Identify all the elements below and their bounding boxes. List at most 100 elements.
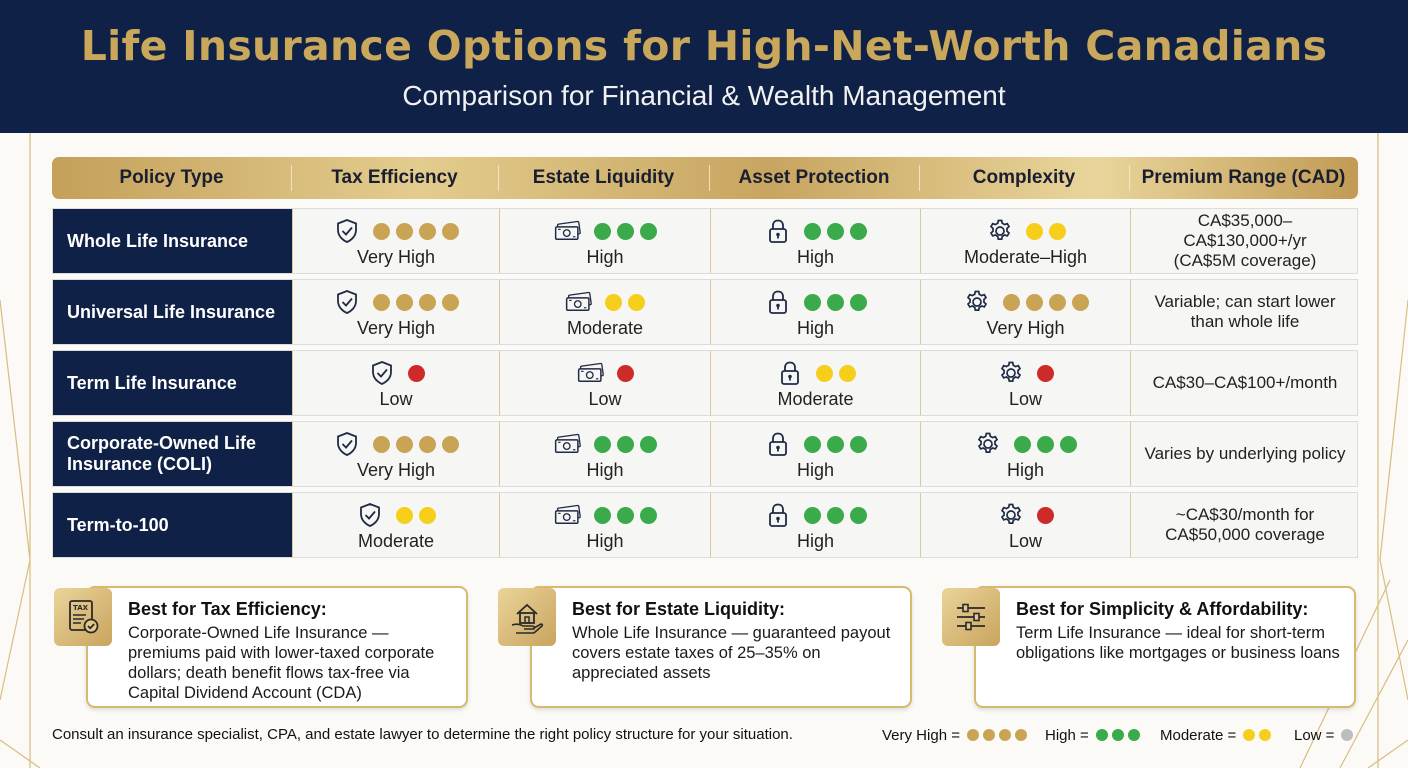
card-title: Best for Tax Efficiency:: [128, 599, 327, 619]
premium-line: than whole life: [1190, 312, 1300, 331]
asset-protection-cell: High: [710, 493, 920, 557]
card-tax-efficiency: Best for Tax Efficiency: Corporate-Owned…: [86, 586, 468, 708]
premium-range-cell: Variable; can start lower than whole life: [1130, 280, 1359, 344]
column-header-policy-type: Policy Type: [119, 167, 224, 188]
table-row: Term Life Insurance Low Low Moderate Low CA$3…: [52, 350, 1358, 416]
card-simplicity-affordability: Best for Simplicity & Affordability: Ter…: [974, 586, 1356, 708]
rating-dot: [850, 222, 867, 240]
rating-dot: [419, 293, 436, 311]
policy-name: Whole Life Insurance: [53, 209, 292, 273]
rating-label: High: [796, 460, 835, 480]
column-divider: [1129, 165, 1130, 191]
rating-dot: [396, 506, 413, 524]
rating-indicator: [500, 217, 710, 245]
rating-dot: [442, 293, 459, 311]
cash-icon: [577, 360, 605, 386]
rating-dot: [373, 435, 390, 453]
rating-label: Moderate: [566, 318, 644, 338]
column-divider: [498, 165, 499, 191]
rating-dot: [442, 222, 459, 240]
rating-dot: [1025, 293, 1043, 311]
rating-indicator: [921, 430, 1130, 458]
legend-dot: [1243, 729, 1256, 741]
gear-icon: [974, 431, 1002, 457]
legend-dot: [1014, 729, 1027, 741]
table-header: Policy Type Tax Efficiency Estate Liquid…: [52, 157, 1358, 199]
column-header-asset-protection: Asset Protection: [738, 167, 890, 188]
estate-liquidity-cell: High: [499, 209, 710, 273]
rating-indicator: [293, 501, 499, 529]
rating-label: High: [796, 318, 835, 338]
legend-dot: [1095, 729, 1108, 741]
house-hand-icon: [498, 588, 556, 646]
rating-indicator: [711, 430, 920, 458]
rating-dot: [827, 222, 844, 240]
page-subtitle: Comparison for Financial & Wealth Manage…: [402, 80, 1006, 111]
rating-dot: [442, 435, 459, 453]
card-estate-liquidity: Best for Estate Liquidity: Whole Life In…: [530, 586, 912, 708]
complexity-cell: Low: [920, 351, 1130, 415]
shield-check-icon: [356, 502, 384, 528]
lock-icon: [764, 502, 792, 528]
rating-dot: [1037, 506, 1054, 524]
legend-dot: [1341, 729, 1354, 741]
cash-icon: [565, 289, 593, 315]
complexity-cell: High: [920, 422, 1130, 486]
premium-range-cell: CA$35,000–CA$130,000+/yr (CA$5M coverage): [1130, 209, 1359, 273]
rating-dot: [639, 435, 657, 453]
rating-label: High: [1006, 460, 1045, 480]
lock-icon: [764, 218, 792, 244]
tax-efficiency-cell: Very High: [292, 209, 499, 273]
rating-label: High: [586, 460, 624, 480]
rating-label: Low: [379, 389, 413, 409]
rating-label: Very High: [986, 318, 1065, 338]
rating-label: Moderate–High: [963, 247, 1088, 267]
rating-indicator: [500, 288, 710, 316]
estate-liquidity-cell: Moderate: [499, 280, 710, 344]
column-header-tax-efficiency: Tax Efficiency: [331, 167, 458, 188]
legend-dot: [1127, 729, 1140, 741]
tax-icon-text: TAX: [73, 604, 89, 612]
rating-dot: [373, 293, 390, 311]
premium-line: (CA$5M coverage): [1173, 251, 1317, 270]
lock-icon: [764, 289, 792, 315]
rating-indicator: [921, 501, 1130, 529]
rating-dot: [407, 364, 425, 382]
cash-icon: [554, 502, 582, 528]
column-divider: [291, 165, 292, 191]
table-row: Whole Life Insurance Very High High High Mod…: [52, 208, 1358, 274]
rating-dot: [1071, 293, 1089, 311]
rating-dot: [616, 222, 634, 240]
tax-efficiency-cell: Very High: [292, 422, 499, 486]
table-row: Universal Life Insurance Very High Moderat…: [52, 279, 1358, 345]
premium-line: CA$35,000–CA$130,000+/yr: [1183, 211, 1307, 250]
rating-label: High: [796, 531, 835, 551]
rating-indicator: [711, 217, 920, 245]
card-body: Term Life Insurance — ideal for short-te…: [1016, 624, 1340, 662]
page-title: Life Insurance Options for High-Net-Wort…: [80, 22, 1328, 70]
rating-dot: [639, 506, 657, 524]
rating-dot: [850, 506, 867, 524]
rating-indicator: [500, 501, 710, 529]
estate-liquidity-cell: High: [499, 493, 710, 557]
rating-dot: [373, 222, 390, 240]
card-title: Best for Simplicity & Affordability:: [1016, 599, 1309, 619]
rating-dot: [616, 364, 634, 382]
policy-name: Corporate-Owned Life Insurance (COLI): [53, 422, 292, 486]
rating-dot: [804, 506, 821, 524]
tax-document-icon: TAX: [54, 588, 112, 646]
complexity-cell: Moderate–High: [920, 209, 1130, 273]
card-body: Whole Life Insurance — guaranteed payout…: [572, 624, 891, 682]
policy-name: Universal Life Insurance: [53, 280, 292, 344]
rating-dot: [804, 222, 821, 240]
rating-indicator: [293, 430, 499, 458]
rating-indicator: [921, 359, 1130, 387]
rating-label: Moderate: [777, 389, 854, 409]
column-divider: [919, 165, 920, 191]
card-body: Corporate-Owned Life Insurance — premium…: [128, 624, 435, 702]
rating-label: High: [586, 247, 624, 267]
rating-indicator: [293, 359, 499, 387]
legend-label: Moderate =: [1160, 726, 1237, 744]
rating-dot: [804, 293, 821, 311]
rating-dot: [827, 293, 844, 311]
